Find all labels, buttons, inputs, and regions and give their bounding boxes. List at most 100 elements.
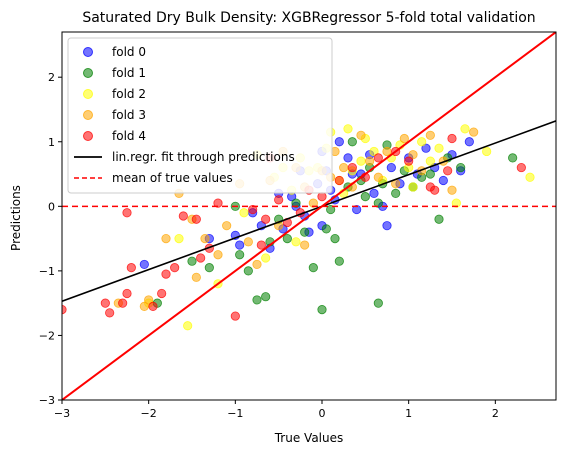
y-tick-label: 2	[48, 71, 55, 84]
y-tick-label: −2	[39, 329, 55, 342]
data-point-fold-2	[525, 172, 535, 182]
data-point-fold-3	[469, 127, 479, 137]
data-point-fold-4	[347, 162, 357, 173]
data-point-fold-2	[408, 182, 418, 192]
data-point-fold-1	[261, 292, 271, 302]
x-tick-label: −1	[227, 407, 243, 420]
data-point-fold-3	[365, 156, 375, 166]
chart-title: Saturated Dry Bulk Density: XGBRegressor…	[82, 10, 535, 26]
data-point-fold-4	[404, 156, 414, 166]
data-point-fold-4	[122, 288, 132, 299]
data-point-fold-3	[399, 133, 409, 144]
x-tick-label: −3	[54, 407, 70, 420]
regression-line	[62, 120, 556, 302]
data-point-fold-4	[256, 240, 266, 250]
data-point-fold-1	[252, 295, 262, 305]
data-point-fold-3	[408, 150, 418, 160]
data-point-fold-1	[317, 305, 327, 315]
x-axis-label: True Values	[274, 431, 344, 445]
data-point-fold-4	[274, 195, 284, 205]
data-point-fold-1	[204, 263, 214, 273]
data-point-fold-0	[369, 188, 379, 199]
data-point-fold-4	[447, 133, 457, 144]
data-point-fold-1	[291, 198, 301, 208]
data-point-fold-1	[308, 263, 318, 273]
data-point-fold-0	[438, 175, 448, 186]
data-point-fold-0	[343, 153, 353, 163]
legend-label: fold 3	[112, 108, 146, 122]
x-tick-label: 0	[319, 407, 326, 420]
data-point-fold-2	[460, 124, 470, 134]
data-point-fold-1	[508, 153, 518, 163]
data-point-fold-0	[334, 137, 344, 147]
legend: fold 0 fold 1 fold 2 fold 3 fold 4 lin.regr. …	[67, 37, 333, 194]
data-point-fold-1	[300, 227, 310, 237]
data-point-fold-2	[183, 321, 193, 331]
data-point-fold-1	[282, 233, 292, 244]
data-point-fold-3	[308, 198, 318, 208]
data-point-fold-0	[421, 143, 431, 153]
legend-marker	[83, 68, 93, 78]
data-point-fold-4	[100, 298, 110, 308]
data-point-fold-3	[425, 130, 435, 140]
data-point-fold-2	[417, 137, 427, 147]
legend-label: fold 0	[112, 45, 146, 59]
legend-marker	[83, 110, 93, 120]
y-tick-label: 0	[48, 200, 55, 213]
data-point-fold-3	[222, 221, 232, 231]
data-point-fold-4	[230, 311, 240, 321]
data-point-fold-1	[425, 169, 435, 179]
legend-marker	[83, 131, 93, 141]
data-point-fold-4	[196, 253, 206, 263]
data-point-fold-2	[239, 208, 249, 218]
y-tick-label: −3	[39, 394, 55, 407]
data-point-fold-4	[430, 185, 440, 195]
data-point-fold-1	[334, 256, 344, 266]
data-point-fold-2	[343, 124, 353, 134]
legend-label: fold 1	[112, 66, 146, 80]
data-point-fold-2	[174, 233, 184, 244]
data-point-fold-4	[170, 263, 180, 273]
legend-label: lin.regr. fit through predictions	[112, 150, 295, 164]
data-point-fold-0	[352, 204, 362, 215]
data-point-fold-3	[447, 185, 457, 195]
data-point-fold-1	[235, 250, 245, 260]
data-point-fold-4	[317, 192, 327, 202]
data-point-fold-1	[187, 256, 197, 266]
data-point-fold-1	[391, 188, 401, 199]
x-tick-label: 2	[492, 407, 499, 420]
legend-box	[67, 37, 333, 194]
data-point-fold-4	[62, 305, 67, 315]
data-point-fold-2	[451, 198, 461, 208]
identity-line	[62, 32, 556, 400]
data-point-fold-4	[161, 269, 171, 279]
data-point-fold-2	[434, 143, 444, 153]
data-point-fold-2	[261, 253, 271, 263]
y-axis-label: Predictions	[9, 185, 23, 251]
x-tick-label: 1	[405, 407, 412, 420]
data-point-fold-3	[213, 250, 223, 260]
data-point-fold-3	[144, 295, 154, 305]
data-point-fold-3	[300, 240, 310, 250]
data-point-fold-3	[243, 237, 253, 247]
legend-label: fold 2	[112, 87, 146, 101]
data-point-fold-4	[334, 175, 344, 186]
data-point-fold-4	[105, 308, 115, 318]
data-point-fold-3	[252, 259, 262, 270]
data-point-fold-4	[126, 263, 136, 273]
data-point-fold-3	[191, 272, 201, 282]
data-point-fold-4	[118, 298, 128, 308]
data-point-fold-1	[321, 224, 331, 234]
data-point-fold-1	[373, 298, 383, 308]
data-point-fold-0	[139, 259, 149, 270]
data-point-fold-2	[291, 237, 301, 247]
data-point-fold-1	[456, 162, 466, 173]
data-point-fold-0	[464, 137, 474, 147]
data-point-fold-1	[326, 204, 336, 215]
data-point-fold-4	[157, 288, 167, 299]
y-tick-label: −1	[39, 265, 55, 278]
data-point-fold-4	[373, 153, 383, 163]
data-point-fold-3	[161, 233, 171, 244]
data-point-fold-3	[139, 301, 149, 311]
